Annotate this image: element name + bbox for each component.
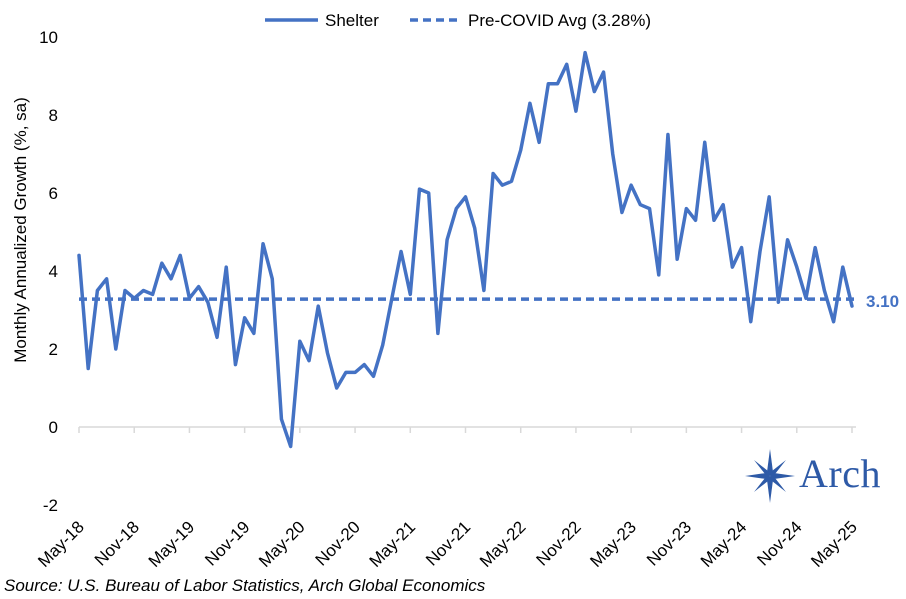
end-value-label: 3.10 (866, 292, 899, 311)
y-tick-label: 2 (49, 340, 58, 359)
legend-shelter-label: Shelter (325, 11, 379, 30)
annotations: 3.10 (866, 292, 899, 311)
x-tick-label: Nov-19 (201, 517, 253, 569)
x-tick-label: Nov-20 (312, 517, 364, 569)
compass-star-icon (745, 449, 795, 503)
x-tick-label: May-18 (34, 517, 88, 571)
x-tick-label: Nov-21 (422, 517, 474, 569)
y-tick-label: 4 (49, 262, 58, 281)
x-axis: May-18 Nov-18 May-19 Nov-19 May-20 Nov-20 May-… (34, 426, 861, 571)
plot-area (77, 50, 854, 449)
y-axis-title: Monthly Annualized Growth (%, sa) (11, 97, 30, 363)
x-tick-label: Nov-23 (643, 517, 695, 569)
arch-logo: Arch (744, 448, 904, 506)
x-tick-label: May-24 (697, 517, 751, 571)
x-tick-label: May-20 (255, 517, 309, 571)
source-note: Source: U.S. Bureau of Labor Statistics,… (4, 576, 486, 595)
x-tick-label: May-19 (145, 517, 199, 571)
y-tick-label: 6 (49, 184, 58, 203)
x-tick-label: May-21 (366, 517, 420, 571)
legend-avg-label: Pre-COVID Avg (3.28%) (468, 11, 651, 30)
x-tick-label: Nov-22 (533, 517, 585, 569)
shelter-line (77, 50, 854, 449)
x-tick-label: May-25 (807, 517, 861, 571)
x-tick-label: May-23 (586, 517, 640, 571)
x-tick-label: Nov-24 (753, 517, 805, 569)
y-tick-label: 10 (39, 28, 58, 47)
legend: Shelter Pre-COVID Avg (3.28%) (265, 11, 651, 30)
y-tick-labels: -2 0 2 4 6 8 10 (39, 28, 58, 515)
x-tick-label: Nov-18 (91, 517, 143, 569)
y-tick-label: 0 (49, 418, 58, 437)
y-tick-label: 8 (49, 106, 58, 125)
x-tick-label: May-22 (476, 517, 530, 571)
logo-text: Arch (799, 451, 881, 496)
y-tick-label: -2 (43, 496, 58, 515)
